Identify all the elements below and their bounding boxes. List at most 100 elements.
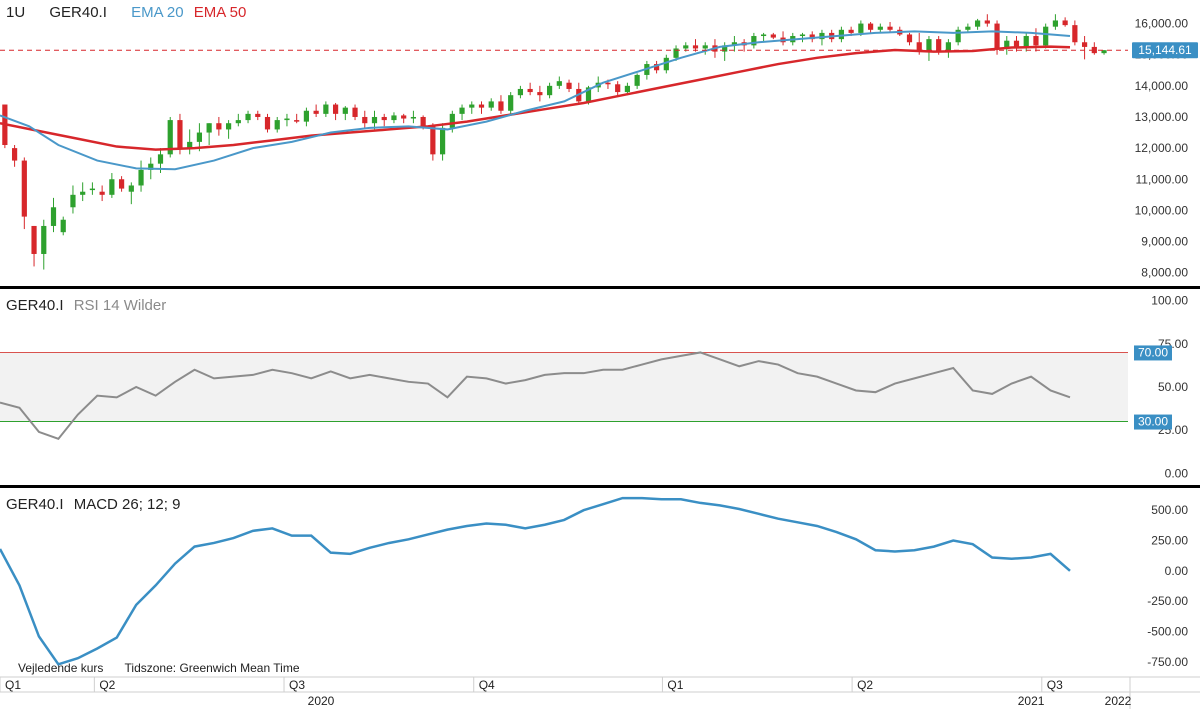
- rsi-band: [0, 352, 1128, 422]
- candle-body: [867, 23, 874, 30]
- price-rsi-separator[interactable]: [0, 286, 1200, 289]
- y-tick-label: 13,000.00: [1135, 110, 1189, 124]
- ema50-legend[interactable]: EMA 50: [193, 4, 247, 21]
- y-tick-label: 16,000.00: [1135, 17, 1189, 31]
- candle-body: [799, 34, 806, 37]
- candle-body: [420, 116, 426, 127]
- candle-body: [187, 141, 193, 149]
- candle-body: [556, 81, 562, 86]
- candle-body: [1013, 40, 1020, 47]
- candle-body: [128, 185, 134, 192]
- rsi-upper-tag: [1134, 345, 1172, 361]
- candle-body: [167, 120, 173, 155]
- candle-body: [751, 36, 757, 46]
- y-tick-label: -500.00: [1147, 625, 1188, 639]
- candle-body: [527, 88, 533, 93]
- candle-body: [624, 85, 631, 93]
- y-tick-label: 250.00: [1151, 534, 1188, 548]
- rsi-panel-label: GER40.I RSI 14 Wilder: [6, 297, 172, 314]
- candle-body: [118, 179, 125, 189]
- candle-body: [994, 23, 1000, 49]
- symbol-label: GER40.I: [49, 4, 107, 21]
- candle-body: [469, 104, 475, 108]
- candle-body: [955, 29, 961, 43]
- candle-body: [216, 123, 222, 130]
- rsi-indicator-label[interactable]: RSI 14 Wilder: [73, 297, 167, 314]
- rsi-macd-separator[interactable]: [0, 485, 1200, 488]
- candle-body: [1101, 50, 1107, 54]
- rsi-lower-tag-label: 30.00: [1138, 415, 1168, 429]
- candle-body: [449, 113, 455, 128]
- candle-body: [430, 126, 436, 155]
- y-tick-label: 8,000.00: [1141, 266, 1188, 280]
- candle-body: [21, 160, 27, 217]
- candle-body: [148, 163, 154, 170]
- y-tick-label: 14,000.00: [1135, 79, 1189, 93]
- candle-body: [566, 82, 572, 89]
- candle-body: [770, 34, 776, 38]
- candle-body: [663, 57, 669, 71]
- candle-body: [303, 110, 310, 122]
- y-tick-label: 500.00: [1151, 503, 1188, 517]
- candle-body: [245, 113, 251, 121]
- macd-axis: 500.00 250.00 0.00 -250.00 -500.00 -750.00: [1147, 503, 1188, 669]
- candle-body: [70, 194, 76, 208]
- candle-body: [760, 34, 767, 37]
- price-axis: 16,000.0015,000.0014,000.0013,000.0012,0…: [1135, 17, 1189, 280]
- candle-body: [157, 154, 164, 164]
- y-tick-label: 0.00: [1165, 466, 1189, 480]
- candle-body: [731, 42, 738, 46]
- quarter-tick-label: Q2: [99, 678, 115, 692]
- rsi-upper-tag-label: 70.00: [1138, 345, 1168, 359]
- candle-body: [692, 45, 699, 49]
- candle-body: [294, 120, 300, 122]
- candle-body: [819, 32, 825, 40]
- candle-body: [1033, 36, 1039, 46]
- candle-body: [50, 207, 57, 226]
- year-tick-label: 2021: [1018, 694, 1045, 708]
- candle-body: [1052, 20, 1059, 27]
- y-tick-label: 11,000.00: [1136, 172, 1189, 186]
- candle-body: [1004, 40, 1010, 49]
- candle-body: [585, 87, 592, 102]
- y-tick-label: 0.00: [1165, 564, 1189, 578]
- candle-body: [517, 88, 524, 96]
- candle-body: [80, 191, 86, 195]
- macd-line: [0, 496, 1071, 666]
- candle-body: [858, 23, 864, 33]
- ema20-legend[interactable]: EMA 20: [131, 4, 184, 21]
- candle-body: [138, 169, 144, 186]
- candle-body: [255, 113, 261, 117]
- candle-body: [906, 34, 913, 43]
- quarter-tick-label: Q2: [857, 678, 873, 692]
- candle-body: [459, 107, 465, 114]
- candle-body: [352, 107, 358, 117]
- interval-label[interactable]: 1U: [6, 4, 26, 21]
- last-price-tag: [1132, 42, 1198, 59]
- candle-body: [274, 120, 280, 130]
- candle-body: [1023, 36, 1029, 47]
- candle-body: [381, 116, 387, 121]
- last-price-tag-label: 15,144.61: [1138, 43, 1192, 57]
- quarter-tick-label: Q3: [1047, 678, 1063, 692]
- candle-body: [974, 20, 981, 27]
- candle-body: [498, 101, 504, 111]
- candle-body: [702, 45, 708, 49]
- quarter-tick-label: Q1: [5, 678, 21, 692]
- candle-body: [99, 191, 105, 195]
- candle-body: [332, 104, 339, 114]
- macd-indicator-label[interactable]: MACD 26; 12; 9: [73, 496, 181, 513]
- candle-body: [945, 42, 952, 52]
- candle-body: [984, 20, 990, 24]
- candle-body: [1043, 26, 1049, 46]
- rsi-line: [0, 351, 1071, 440]
- candle-body: [60, 219, 66, 233]
- y-tick-label: 50.00: [1158, 380, 1188, 394]
- macd-panel-label: GER40.I MACD 26; 12; 9: [6, 496, 186, 513]
- candle-body: [177, 120, 183, 149]
- candle-body: [722, 45, 728, 52]
- candle-body: [683, 45, 689, 49]
